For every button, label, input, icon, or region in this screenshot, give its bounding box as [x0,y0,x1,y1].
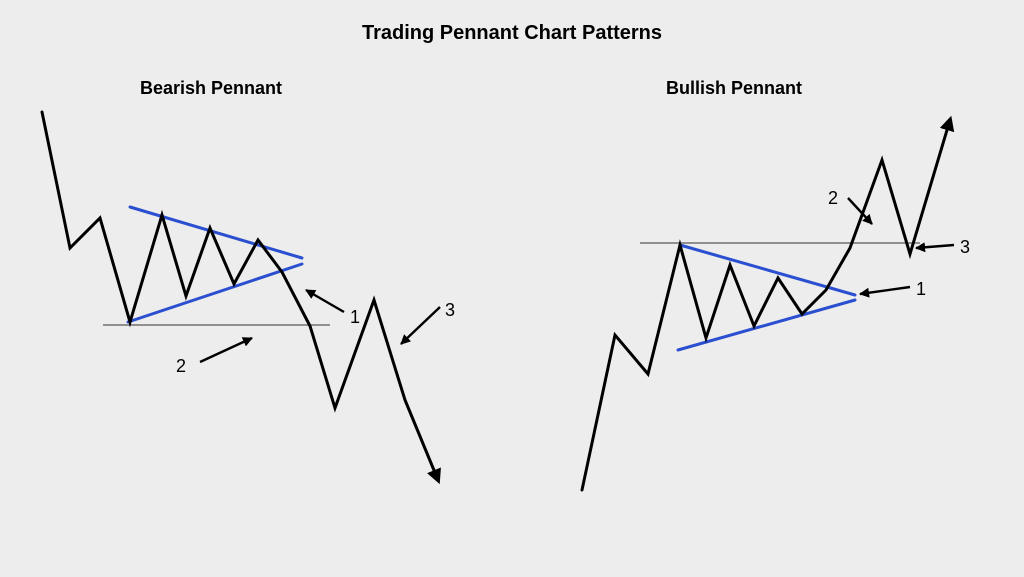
diagram-svg [0,0,1024,577]
bullish-pennant-lower [678,300,855,350]
bearish-price-path [42,112,438,480]
bullish-annotation-label-1: 1 [916,279,926,300]
bearish-annotation-label-1: 1 [350,307,360,328]
bearish-pennant-lower [128,264,302,322]
bearish-annotation-label-2: 2 [176,356,186,377]
bullish-annotation-label-3: 3 [960,237,970,258]
bearish-annotation-arrow-2 [200,338,252,362]
bearish-annotation-arrow-1 [306,290,344,312]
bullish-price-path [582,120,950,490]
bearish-annotation-arrow-3 [401,307,440,344]
bullish-annotation-label-2: 2 [828,188,838,209]
bullish-annotation-arrow-3 [916,245,954,248]
bullish-annotation-arrow-1 [860,287,910,294]
bearish-annotation-label-3: 3 [445,300,455,321]
diagram-page: Trading Pennant Chart Patterns Bearish P… [0,0,1024,577]
